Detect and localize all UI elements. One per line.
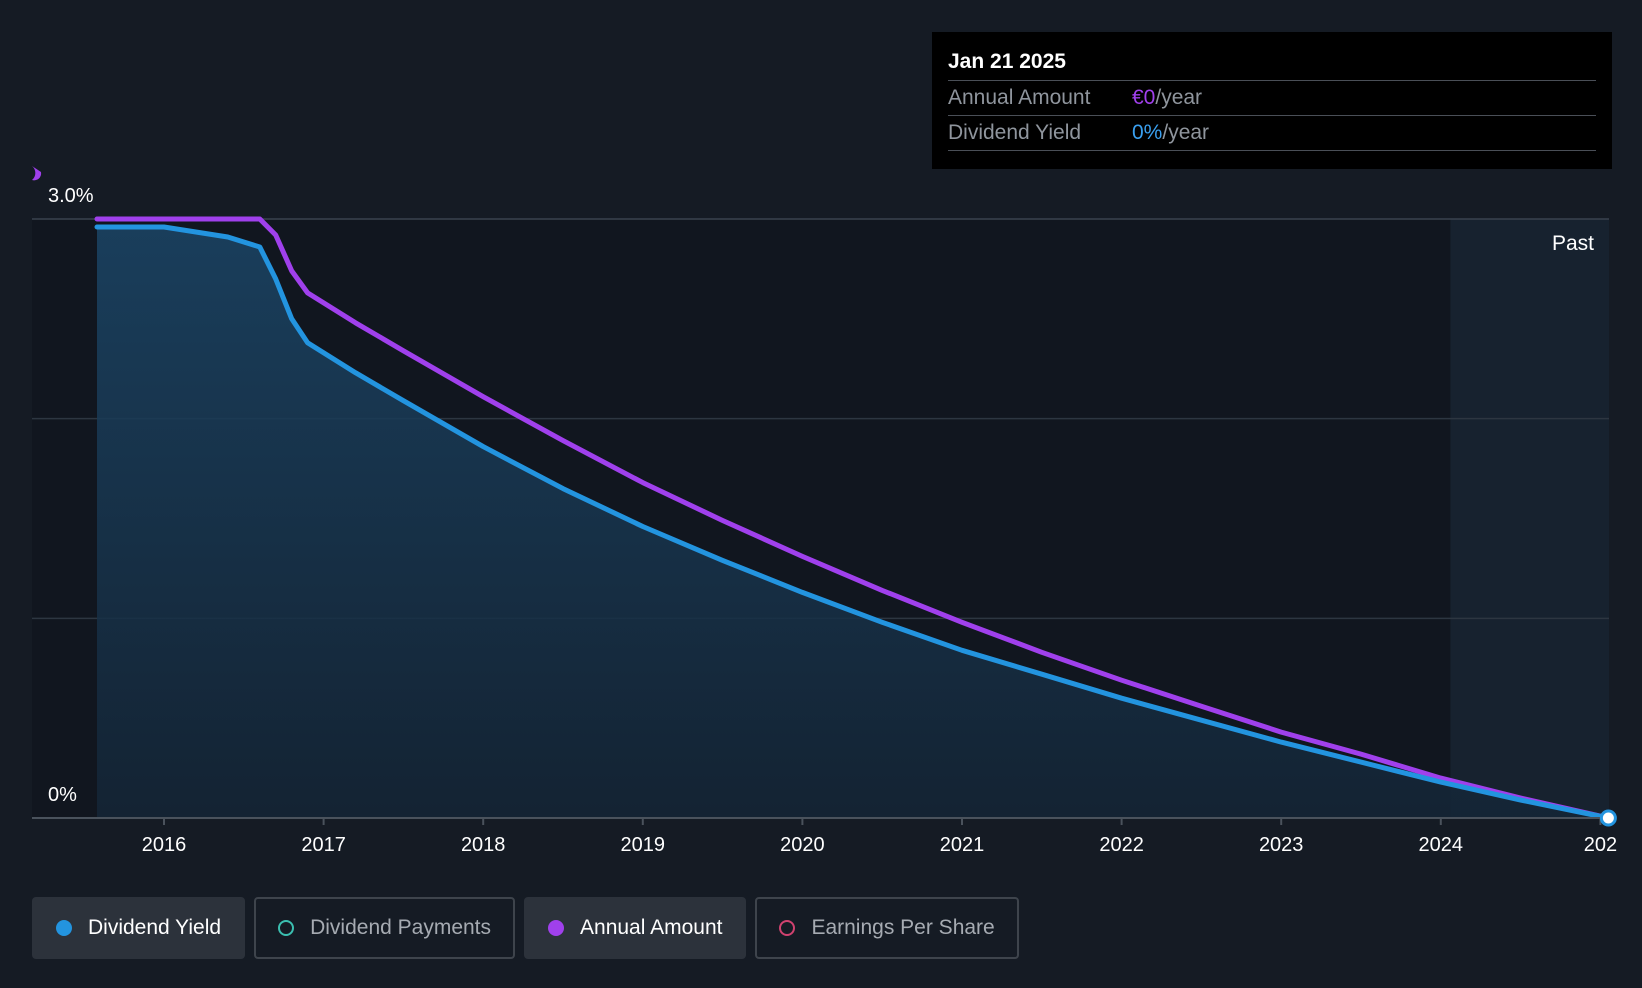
tooltip-unit: /year — [1155, 86, 1203, 109]
x-tick-label: 2024 — [1419, 834, 1464, 856]
x-tick-label: 2021 — [940, 834, 985, 856]
y-axis-labels: 3.0% 0% — [48, 185, 94, 806]
earnings-per-share-ring-icon — [779, 920, 796, 936]
legend-label: Earnings Per Share — [811, 916, 995, 939]
current-point-marker[interactable] — [1599, 809, 1617, 827]
x-tick-label: 2018 — [461, 834, 506, 856]
x-tick-label: 2019 — [621, 834, 666, 856]
x-tick-label: 202 — [1584, 834, 1617, 856]
tooltip-unit: /year — [1162, 121, 1210, 144]
tooltip-value: 0% — [1132, 121, 1163, 144]
tooltip-value: €0 — [1132, 86, 1156, 109]
tooltip-label: Annual Amount — [948, 86, 1091, 109]
tooltip-label: Dividend Yield — [948, 121, 1082, 144]
tooltip-row-annual-amount: Annual Amount €0 /year — [948, 81, 1596, 116]
x-tick-label: 2020 — [780, 834, 825, 856]
dividend-yield-line — [94, 224, 1611, 821]
past-region-shade — [1450, 219, 1609, 818]
legend-label: Dividend Yield — [88, 916, 222, 939]
y-tick-label: 3.0% — [48, 185, 94, 207]
legend-dividend-payments[interactable]: Dividend Payments — [254, 897, 516, 959]
past-label: Past — [1552, 232, 1594, 255]
x-tick-label: 2017 — [301, 834, 346, 856]
annual-amount-dot-icon — [548, 920, 565, 936]
legend-earnings-per-share[interactable]: Earnings Per Share — [755, 897, 1019, 959]
annual-amount-edge-marker — [32, 166, 42, 181]
annual-amount-line — [94, 216, 1611, 821]
chart-legend: Dividend Yield Dividend Payments Annual … — [32, 897, 1019, 959]
y-tick-label: 0% — [48, 784, 77, 806]
legend-label: Annual Amount — [580, 916, 723, 939]
x-axis-ticks: 2016 2017 2018 2019 2020 2021 2022 2023 2024 202 — [142, 818, 1617, 856]
legend-annual-amount[interactable]: Annual Amount — [524, 897, 747, 959]
dividend-payments-ring-icon — [278, 920, 295, 936]
x-tick-label: 2023 — [1259, 834, 1304, 856]
tooltip-row-dividend-yield: Dividend Yield 0% /year — [948, 116, 1596, 151]
chart-tooltip: Jan 21 2025 Annual Amount €0 /year Divid… — [932, 32, 1612, 169]
tooltip-date: Jan 21 2025 — [948, 46, 1596, 81]
legend-label: Dividend Payments — [310, 916, 492, 939]
x-tick-label: 2022 — [1099, 834, 1144, 856]
x-tick-label: 2016 — [142, 834, 187, 856]
dividend-yield-dot-icon — [56, 920, 72, 936]
legend-dividend-yield[interactable]: Dividend Yield — [32, 897, 246, 959]
dividend-yield-area — [97, 227, 1609, 818]
